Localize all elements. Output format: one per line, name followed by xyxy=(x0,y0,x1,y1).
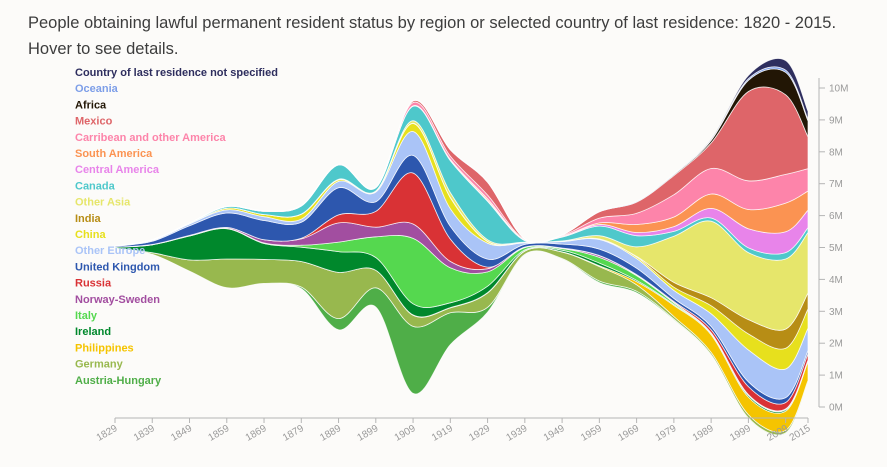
x-tick-label: 1979 xyxy=(654,423,679,444)
x-axis: 1829 1839 1849 1859 1869 1879 1889 1899 1909 1919… xyxy=(95,417,813,444)
legend-item-philippines[interactable]: Philippines xyxy=(75,342,134,354)
x-tick-label: 1969 xyxy=(616,423,641,444)
legend-item-india[interactable]: India xyxy=(75,213,102,225)
stream-layers xyxy=(114,58,809,436)
legend-item-norway-sweden[interactable]: Norway-Sweden xyxy=(75,294,160,306)
y-tick-label: 6M xyxy=(829,211,843,222)
x-tick-label: 1949 xyxy=(542,423,567,444)
legend: Country of last residence not specified O… xyxy=(75,67,278,387)
legend-item-russia[interactable]: Russia xyxy=(75,278,112,290)
x-tick-label: 1829 xyxy=(95,423,120,444)
legend-item-south-america[interactable]: South America xyxy=(75,148,153,160)
legend-item-other-asia[interactable]: Other Asia xyxy=(75,197,131,209)
y-axis: 0M 1M 2M 3M 4M 5M 6M 7M 8M 9M 10M xyxy=(818,78,848,414)
legend-item-italy[interactable]: Italy xyxy=(75,310,98,322)
y-tick-label: 8M xyxy=(829,147,843,158)
legend-item-africa[interactable]: Africa xyxy=(75,99,107,111)
x-tick-label: 1939 xyxy=(505,423,530,444)
x-tick-label: 1849 xyxy=(169,423,194,444)
x-tick-label: 1929 xyxy=(467,423,492,444)
x-tick-label: 1859 xyxy=(207,423,232,444)
y-tick-label: 5M xyxy=(829,243,843,254)
legend-item-oceania[interactable]: Oceania xyxy=(75,83,119,95)
legend-item-other-europe[interactable]: Other Europe xyxy=(75,245,145,257)
legend-item-canada[interactable]: Canada xyxy=(75,180,116,192)
y-tick-label: 0M xyxy=(829,403,843,414)
stream-country-of-last-residence-not-specified[interactable] xyxy=(114,58,809,247)
legend-item-ireland[interactable]: Ireland xyxy=(75,326,111,338)
legend-item-germany[interactable]: Germany xyxy=(75,359,124,371)
x-tick-label: 1989 xyxy=(691,423,716,444)
x-tick-label: 1869 xyxy=(244,423,269,444)
legend-item-country-of-last-residence-not-specified[interactable]: Country of last residence not specified xyxy=(75,67,278,79)
legend-item-china[interactable]: China xyxy=(75,229,106,241)
y-tick-label: 2M xyxy=(829,339,843,350)
x-tick-label: 1959 xyxy=(579,423,604,444)
x-tick-label: 1919 xyxy=(430,423,455,444)
y-tick-label: 4M xyxy=(829,275,843,286)
chart-title: People obtaining lawful permanent reside… xyxy=(28,14,837,58)
legend-item-austria-hungary[interactable]: Austria-Hungary xyxy=(75,375,162,387)
y-tick-label: 9M xyxy=(829,115,843,126)
x-tick-label: 1909 xyxy=(393,423,418,444)
x-tick-label: 1999 xyxy=(728,423,753,444)
y-tick-label: 7M xyxy=(829,179,843,190)
x-tick-label: 1889 xyxy=(318,423,343,444)
x-tick-label: 1899 xyxy=(356,423,381,444)
legend-item-carribean-and-other-america[interactable]: Carribean and other America xyxy=(75,132,226,144)
y-tick-label: 1M xyxy=(829,371,843,382)
x-tick-label: 1879 xyxy=(281,423,306,444)
x-tick-label: 1839 xyxy=(132,423,157,444)
y-tick-label: 3M xyxy=(829,307,843,318)
y-tick-label: 10M xyxy=(829,84,848,95)
legend-item-mexico[interactable]: Mexico xyxy=(75,116,113,128)
legend-item-central-america[interactable]: Central America xyxy=(75,164,160,176)
legend-item-united-kingdom[interactable]: United Kingdom xyxy=(75,261,160,273)
